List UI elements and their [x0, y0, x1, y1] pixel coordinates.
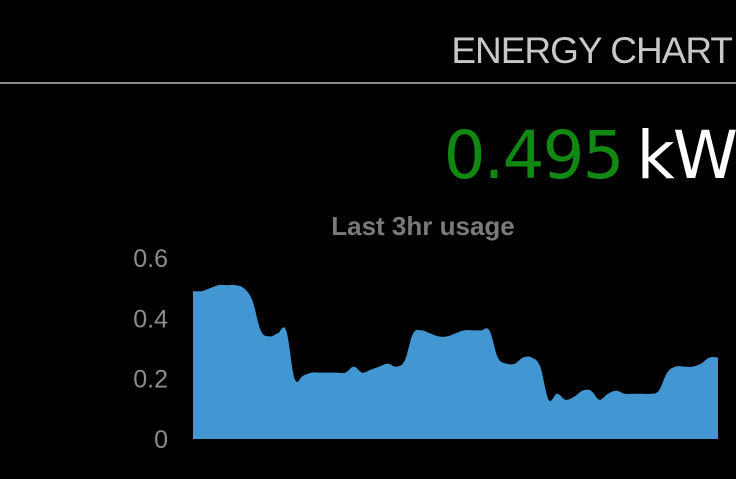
- y-tick-label: 0.2: [133, 366, 168, 394]
- header-divider: [0, 82, 736, 84]
- chart-title: Last 3hr usage: [331, 211, 515, 241]
- y-axis-ticks: 0 0.2 0.4 0.6: [133, 245, 168, 454]
- usage-area-series: [193, 284, 718, 439]
- series-layer: [193, 284, 718, 439]
- current-power-reading: 0.495 kW: [300, 112, 736, 200]
- power-unit: kW: [636, 117, 736, 194]
- power-value: 0.495: [443, 117, 625, 194]
- page-title: ENERGY CHART: [451, 30, 733, 71]
- y-tick-label: 0: [154, 426, 168, 454]
- usage-area-chart: Last 3hr usage 0 0.2 0.4 0.6: [133, 211, 718, 454]
- y-tick-label: 0.4: [133, 305, 168, 333]
- y-tick-label: 0.6: [133, 245, 168, 273]
